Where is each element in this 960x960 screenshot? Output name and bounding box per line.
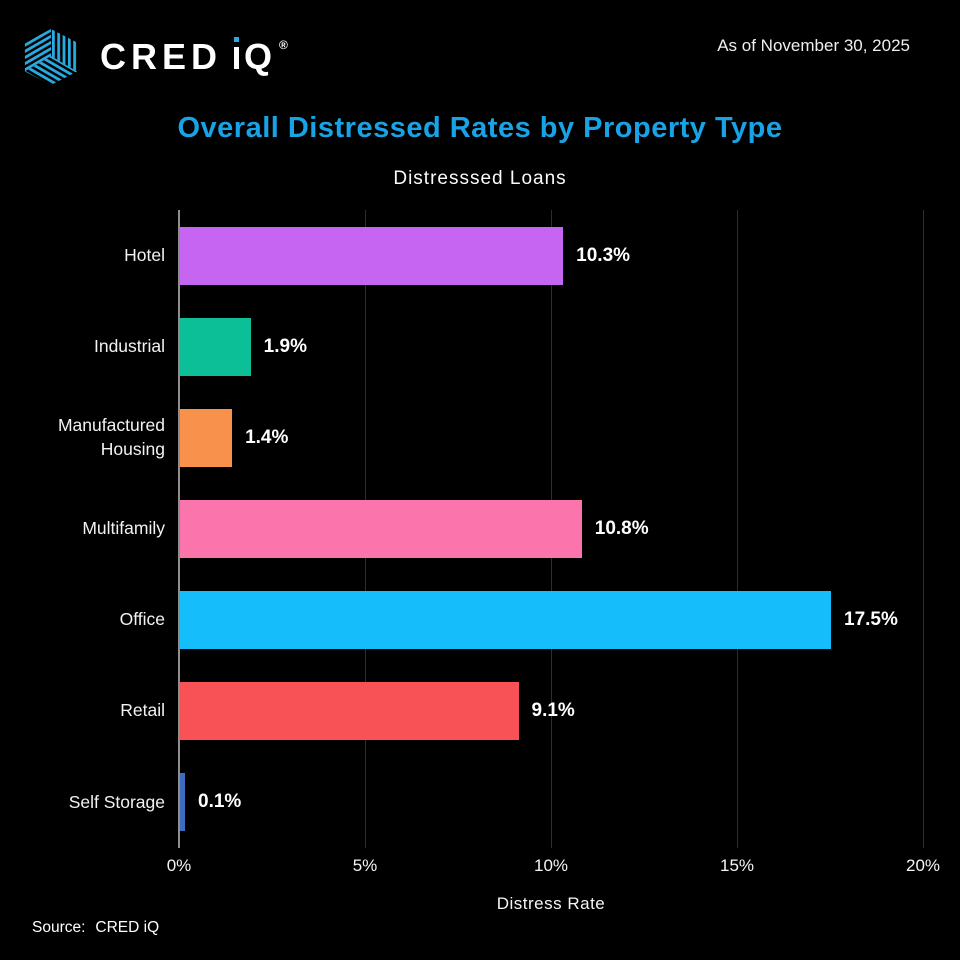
category-label-hotel: Hotel — [124, 244, 165, 265]
wordmark-cred: CRED — [100, 36, 223, 77]
bar-value-hotel: 10.3% — [576, 244, 631, 266]
wordmark-i-stem — [234, 37, 240, 69]
category-label-retail: Retail — [120, 700, 165, 721]
x-tick-20%: 20% — [905, 856, 941, 875]
wordmark-q: Q — [244, 36, 278, 77]
category-label-multifamily: Multifamily — [82, 518, 165, 539]
source-value: CRED iQ — [95, 919, 160, 936]
x-tick-5%: 5% — [352, 856, 378, 875]
bar-value-industrial: 1.9% — [263, 335, 307, 357]
bar-retail — [180, 682, 519, 741]
x-axis-ticks: 0% 5% 10% 15% 20% — [167, 856, 940, 882]
bar-value-self-storage: 0.1% — [198, 791, 242, 813]
bar-value-manufactured-housing: 1.4% — [245, 426, 289, 448]
bar-value-retail: 9.1% — [531, 700, 575, 722]
crediq-logo: CRED Q ® — [20, 28, 288, 86]
bar-value-multifamily: 10.8% — [594, 518, 649, 539]
source-attribution: Source: CRED iQ — [32, 919, 159, 937]
category-label-manufactured-housing: Manufactured Housing — [57, 415, 165, 459]
wordmark-i-dot — [234, 37, 240, 42]
x-tick-0%: 0% — [166, 856, 192, 875]
bar-multifamily — [180, 500, 582, 558]
gridline-20% — [923, 210, 924, 848]
crediq-wordmark: CRED Q ® — [100, 36, 288, 77]
y-axis-line — [178, 210, 180, 848]
x-tick-10%: 10% — [533, 856, 569, 875]
chart-subtitle: Distresssed Loans — [393, 168, 567, 189]
chart-title: Overall Distressed Rates by Property Typ… — [177, 112, 783, 144]
crediq-cube-icon — [24, 28, 78, 86]
bar-industrial — [180, 317, 251, 376]
plot-area: 10.3% 1.9% 1.4% 10.8% 17.5% 9.1% 0.1% — [178, 210, 924, 848]
registered-trademark-symbol: ® — [279, 38, 288, 52]
category-label-industrial: Industrial — [93, 335, 165, 356]
x-axis-label: Distress Rate — [496, 894, 606, 913]
as-of-date: As of November 30, 2025 — [717, 36, 910, 55]
bar-manufactured-housing — [180, 408, 233, 467]
category-labels: Hotel Industrial Manufactured Housing Multi… — [10, 210, 165, 848]
category-label-self-storage: Self Storage — [68, 791, 165, 812]
bar-chart: Hotel Industrial Manufactured Housing Multi… — [0, 210, 960, 960]
bar-value-office: 17.5% — [844, 609, 898, 631]
source-label: Source: — [32, 919, 86, 936]
bar-hotel — [180, 226, 564, 285]
category-label-office: Office — [119, 609, 165, 630]
x-tick-15%: 15% — [719, 856, 755, 875]
bar-self-storage — [180, 773, 185, 832]
gridline-15% — [737, 210, 738, 848]
bar-office — [180, 591, 831, 650]
